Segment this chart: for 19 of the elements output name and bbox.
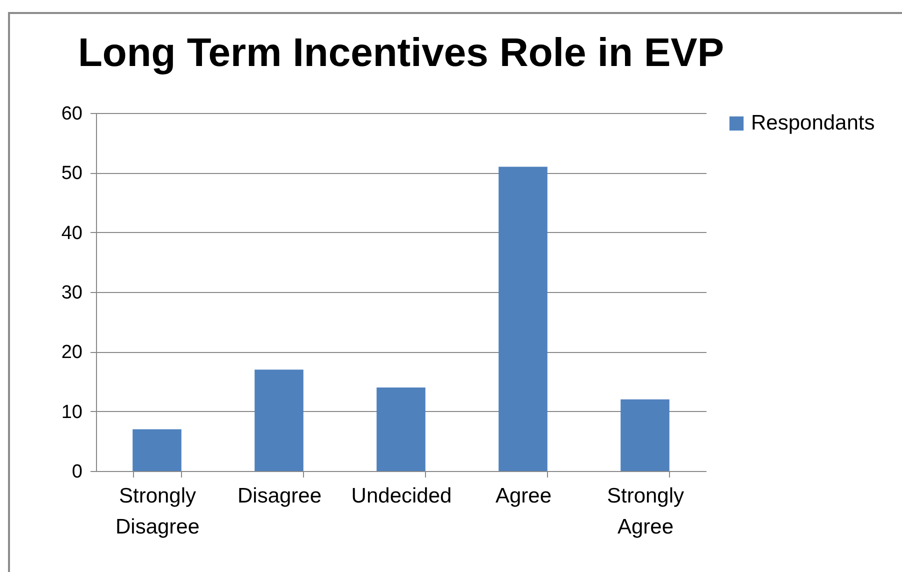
- y-tick-label: 60: [61, 104, 82, 124]
- x-tick-label: Agree: [495, 484, 552, 508]
- x-tick-label: Strongly Agree: [606, 484, 685, 538]
- y-tick-label: 30: [61, 282, 82, 304]
- y-tick-label: 50: [61, 163, 82, 184]
- y-tick-label: 10: [61, 402, 82, 423]
- chart-title: Long Term Incentives Role in EVP: [78, 31, 724, 75]
- bar: [132, 429, 182, 471]
- bar: [498, 166, 548, 471]
- y-tick-label: 40: [61, 222, 82, 244]
- y-tick-label: 20: [61, 342, 82, 364]
- bar: [254, 370, 304, 471]
- x-tick-label: Strongly Disagree: [115, 484, 200, 538]
- y-tick-label: 0: [72, 462, 82, 482]
- x-tick-label: Disagree: [237, 484, 322, 508]
- bar: [376, 387, 426, 471]
- legend-label: Respondants: [751, 112, 875, 134]
- x-tick-label: Undecided: [351, 484, 452, 508]
- bar: [620, 399, 670, 471]
